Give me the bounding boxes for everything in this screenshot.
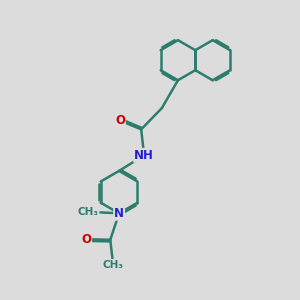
Text: O: O bbox=[81, 233, 91, 246]
Text: N: N bbox=[114, 207, 124, 220]
Text: O: O bbox=[115, 114, 125, 127]
Text: CH₃: CH₃ bbox=[78, 207, 99, 217]
Text: NH: NH bbox=[134, 149, 154, 162]
Text: CH₃: CH₃ bbox=[103, 260, 124, 270]
